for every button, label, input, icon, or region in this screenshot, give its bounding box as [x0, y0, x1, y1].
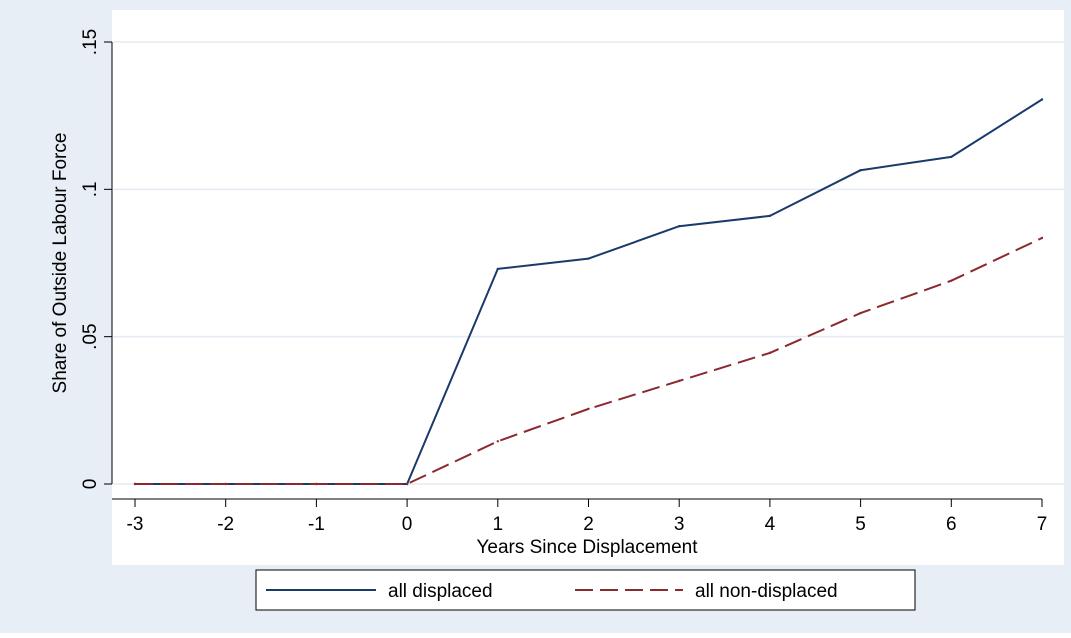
x-tick-label: -3	[127, 514, 144, 535]
x-tick-label: -1	[308, 514, 325, 535]
legend-label-all-displaced: all displaced	[388, 581, 493, 602]
x-tick-label: -2	[217, 514, 234, 535]
data-point	[405, 482, 409, 486]
data-point	[587, 257, 590, 260]
x-tick-label: 2	[583, 514, 594, 535]
y-tick-label: 0	[80, 479, 101, 490]
data-point	[315, 482, 318, 486]
data-point	[678, 379, 681, 383]
x-tick-label: 5	[855, 514, 866, 535]
data-point	[859, 168, 862, 172]
series-line-all-non-displaced	[135, 237, 1043, 485]
x-ticks: -3 -2 -1 0 1 2 3 4 5 6 7	[127, 499, 1048, 535]
y-ticks: 0 .05 .1 .15	[80, 29, 112, 490]
data-point	[768, 214, 772, 218]
x-axis-title: Years Since Displacement	[476, 537, 698, 558]
data-point	[1040, 98, 1044, 101]
data-point	[224, 482, 227, 486]
data-point	[950, 155, 953, 159]
x-tick-label: 7	[1037, 514, 1048, 535]
y-tick-label: .15	[80, 29, 101, 55]
data-point	[133, 482, 137, 486]
y-tick-label: .05	[80, 323, 101, 349]
x-tick-label: 6	[946, 514, 957, 535]
data-point	[768, 351, 772, 355]
data-point	[587, 407, 590, 411]
axes	[111, 42, 1042, 500]
plot-area-background	[112, 10, 1064, 565]
y-axis-title: Share of Outside Labour Force	[50, 133, 71, 394]
data-point	[859, 311, 862, 315]
series-lines	[133, 98, 1044, 486]
y-tick-label: .1	[80, 181, 101, 197]
data-point	[1040, 236, 1044, 240]
legend: all displaced all non-displaced	[255, 569, 916, 611]
data-point	[678, 224, 681, 228]
data-point	[496, 267, 499, 271]
data-point	[496, 440, 499, 443]
x-tick-label: 0	[402, 514, 413, 535]
x-tick-label: 3	[674, 514, 685, 535]
data-point	[950, 279, 953, 282]
x-tick-label: 4	[765, 514, 776, 535]
x-tick-label: 1	[493, 514, 504, 535]
legend-label-all-non-displaced: all non-displaced	[695, 581, 838, 602]
